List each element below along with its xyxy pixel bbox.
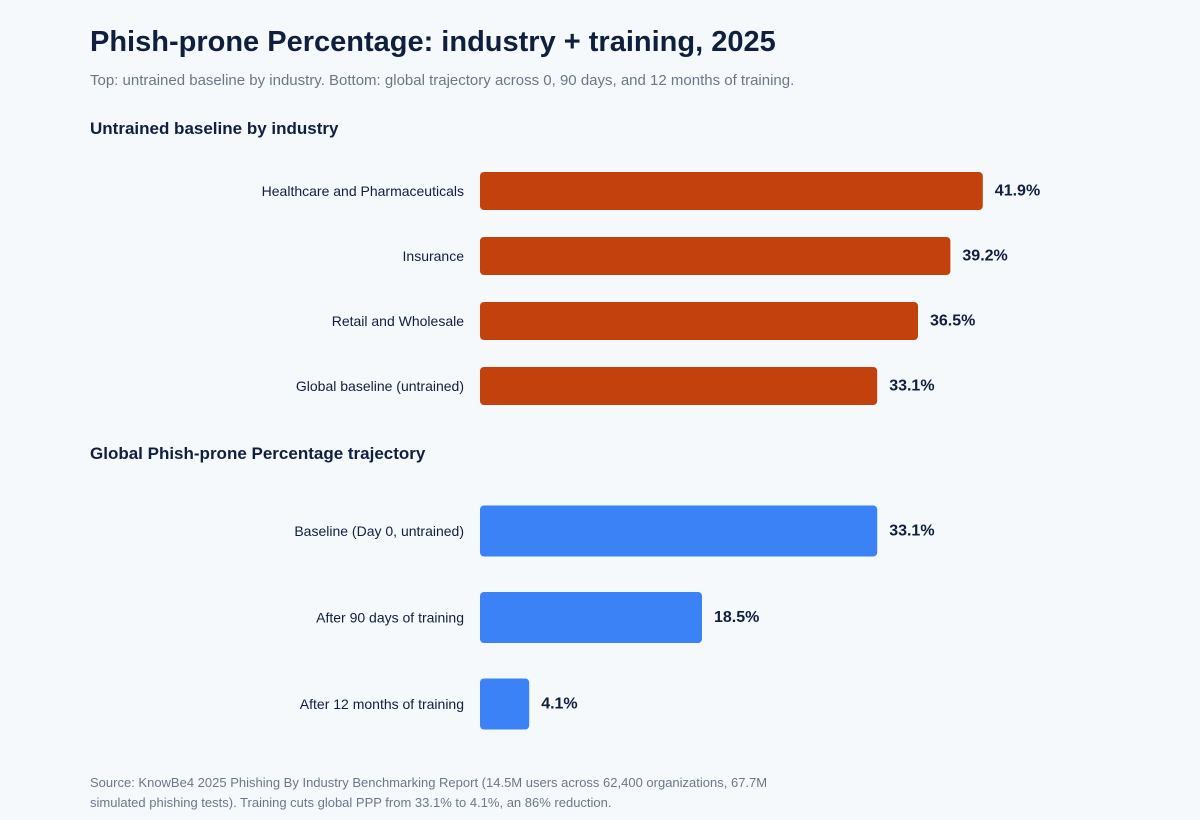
industry-category-label-healthcare-and-pharmaceuticals: Healthcare and Pharmaceuticals	[262, 183, 464, 199]
trajectory-category-label-after-90-days-of-training: After 90 days of training	[316, 610, 464, 626]
industry-bar-healthcare-and-pharmaceuticals	[480, 172, 983, 210]
industry-bar-insurance	[480, 237, 951, 275]
industry-section-title: Untrained baseline by industry	[90, 119, 339, 138]
trajectory-value-label-baseline-day-0-untrained: 33.1%	[889, 523, 934, 540]
chart-title: Phish-prone Percentage: industry + train…	[90, 26, 776, 58]
trajectory-bar-after-12-months-of-training	[480, 678, 530, 730]
industry-value-label-global-baseline-untrained: 33.1%	[889, 378, 934, 395]
trajectory-category-label-baseline-day-0-untrained: Baseline (Day 0, untrained)	[294, 523, 464, 539]
industry-category-label-insurance: Insurance	[403, 248, 465, 264]
trajectory-value-label-after-90-days-of-training: 18.5%	[714, 609, 759, 626]
industry-bar-retail-and-wholesale	[480, 302, 918, 340]
industry-value-label-insurance: 39.2%	[962, 248, 1007, 265]
industry-value-label-healthcare-and-pharmaceuticals: 41.9%	[995, 183, 1040, 200]
industry-category-label-retail-and-wholesale: Retail and Wholesale	[332, 313, 465, 329]
trajectory-category-label-after-12-months-of-training: After 12 months of training	[300, 696, 464, 712]
industry-category-label-global-baseline-untrained: Global baseline (untrained)	[296, 378, 464, 394]
trajectory-section-title: Global Phish-prone Percentage trajectory	[90, 444, 426, 463]
industry-value-label-retail-and-wholesale: 36.5%	[930, 313, 975, 330]
chart-subtitle: Top: untrained baseline by industry. Bot…	[90, 72, 795, 89]
trajectory-bar-baseline-day-0-untrained	[480, 505, 878, 557]
trajectory-value-label-after-12-months-of-training: 4.1%	[541, 696, 577, 713]
industry-bar-global-baseline-untrained	[480, 367, 878, 405]
source-note: Source: KnowBe4 2025 Phishing By Industr…	[90, 775, 768, 810]
trajectory-bar-after-90-days-of-training	[480, 592, 702, 643]
